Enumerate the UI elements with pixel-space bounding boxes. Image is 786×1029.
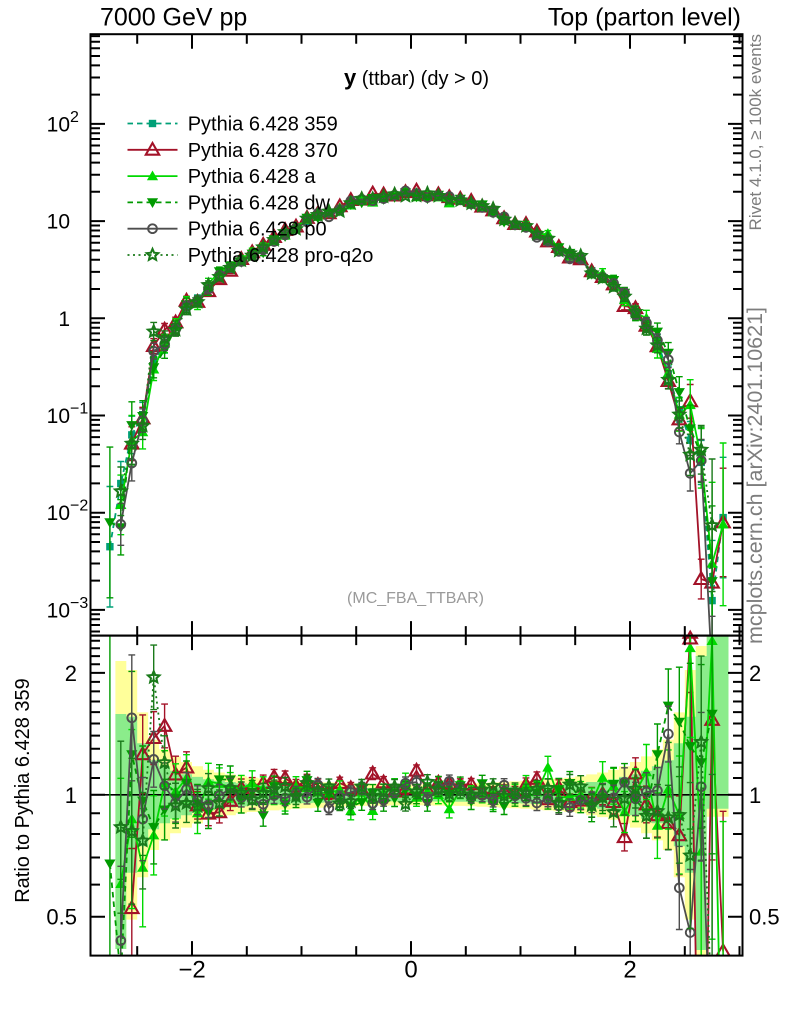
svg-text:10: 10 (47, 405, 70, 428)
svg-text:mcplots.cern.ch [arXiv:2401.10: mcplots.cern.ch [arXiv:2401.10621] (743, 307, 767, 644)
svg-text:Top (parton level): Top (parton level) (548, 4, 741, 32)
svg-text:−2: −2 (70, 498, 88, 515)
svg-text:7000 GeV pp: 7000 GeV pp (100, 4, 247, 32)
svg-text:−2: −2 (178, 957, 205, 984)
svg-text:10: 10 (47, 599, 70, 622)
svg-text:y (ttbar) (dy > 0): y (ttbar) (dy > 0) (344, 65, 489, 90)
svg-text:1: 1 (58, 308, 70, 331)
svg-text:1: 1 (749, 783, 761, 808)
svg-text:0.5: 0.5 (46, 905, 77, 930)
svg-text:2: 2 (70, 109, 79, 126)
svg-text:2: 2 (623, 957, 636, 984)
svg-text:Pythia 6.428 359: Pythia 6.428 359 (188, 114, 338, 136)
svg-text:10: 10 (47, 211, 70, 234)
svg-text:Ratio to Pythia 6.428 359: Ratio to Pythia 6.428 359 (12, 678, 34, 903)
svg-text:0.5: 0.5 (749, 905, 780, 930)
svg-text:Pythia 6.428 a: Pythia 6.428 a (188, 166, 317, 188)
svg-text:2: 2 (749, 661, 761, 686)
svg-text:Rivet 4.1.0, ≥ 100k events: Rivet 4.1.0, ≥ 100k events (746, 34, 765, 230)
svg-text:(MC_FBA_TTBAR): (MC_FBA_TTBAR) (347, 590, 484, 607)
svg-text:−3: −3 (70, 595, 88, 612)
svg-text:10: 10 (47, 113, 70, 136)
svg-text:Pythia 6.428 dw: Pythia 6.428 dw (188, 192, 331, 214)
svg-text:1: 1 (65, 783, 77, 808)
svg-text:−1: −1 (70, 401, 88, 418)
svg-text:Pythia 6.428 pro-q2o: Pythia 6.428 pro-q2o (188, 245, 374, 267)
svg-text:Pythia 6.428 p0: Pythia 6.428 p0 (188, 219, 327, 241)
svg-text:0: 0 (404, 957, 417, 984)
svg-text:10: 10 (47, 502, 70, 525)
svg-text:2: 2 (65, 661, 77, 686)
svg-text:Pythia 6.428 370: Pythia 6.428 370 (188, 140, 338, 162)
